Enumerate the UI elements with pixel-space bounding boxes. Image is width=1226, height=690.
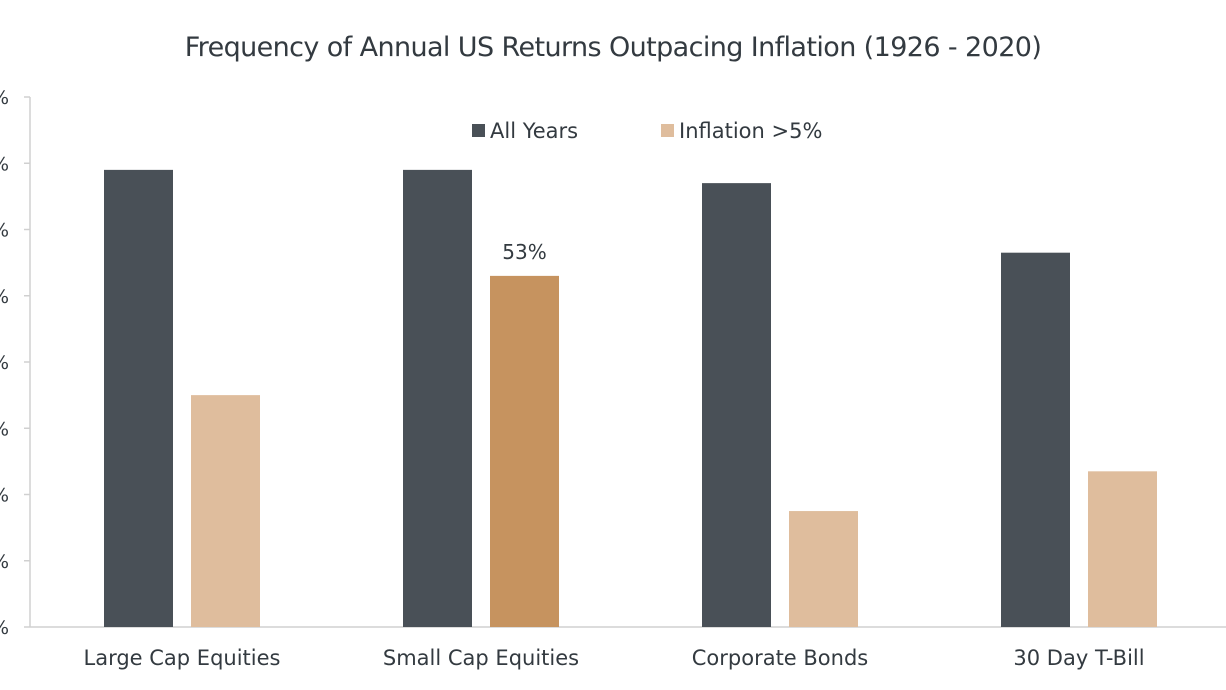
x-category-label: Small Cap Equities <box>383 646 579 670</box>
y-tick-label: % <box>0 551 9 573</box>
bar-all-years-3 <box>1001 252 1070 627</box>
bar-all-years-2 <box>702 183 771 627</box>
bar-inflation-2 <box>789 511 858 627</box>
x-category-label: 30 Day T-Bill <box>1013 646 1144 670</box>
bar-inflation-1 <box>490 275 559 627</box>
x-category-label: Large Cap Equities <box>84 646 281 670</box>
y-tick-label: % <box>0 352 9 374</box>
y-tick-label: % <box>0 485 9 507</box>
legend-swatch-all-years <box>472 124 485 137</box>
bar-all-years-0 <box>104 169 173 627</box>
legend-swatch-inflation <box>661 124 674 137</box>
y-tick-label: % <box>0 153 9 175</box>
legend-label-all-years: All Years <box>490 119 578 143</box>
data-label: 53% <box>502 240 546 264</box>
bar-all-years-1 <box>403 169 472 627</box>
chart-title: Frequency of Annual US Returns Outpacing… <box>185 32 1042 63</box>
y-tick-label: % <box>0 87 9 109</box>
y-tick-label: % <box>0 617 9 639</box>
legend: All Years Inflation >5% <box>472 119 822 143</box>
y-tick-label: % <box>0 418 9 440</box>
y-tick-label: % <box>0 286 9 308</box>
x-category-label: Corporate Bonds <box>692 646 869 670</box>
bars <box>104 169 1157 627</box>
bar-inflation-0 <box>191 395 260 627</box>
labels: Large Cap Equities Small Cap Equities Corp… <box>84 240 1145 670</box>
y-tick-label: % <box>0 220 9 242</box>
bar-inflation-3 <box>1088 471 1157 627</box>
legend-label-inflation: Inflation >5% <box>679 119 822 143</box>
